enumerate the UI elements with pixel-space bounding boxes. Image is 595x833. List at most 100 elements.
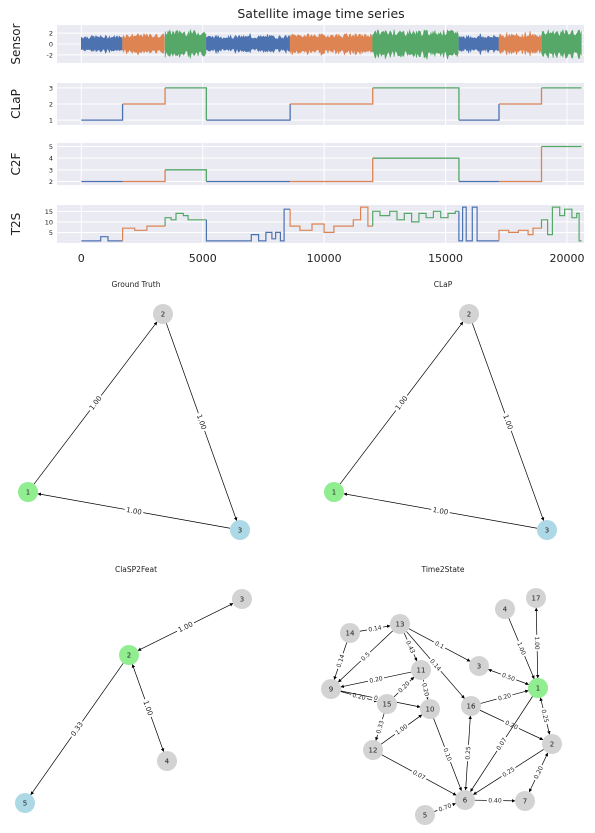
state-node-circle (515, 791, 535, 811)
state-node-label: 1 (332, 489, 336, 497)
state-node-17: 17 (526, 588, 546, 608)
graph-title: Ground Truth (112, 280, 161, 289)
edge-label-bg (486, 796, 504, 804)
edge-weight-text: 0.20 (420, 682, 430, 697)
state-node-circle (526, 588, 546, 608)
edge-weight-text: 1.00 (141, 699, 154, 716)
edge-label-bg (427, 656, 445, 674)
state-node-circle (157, 751, 177, 771)
edge-label-bg (420, 680, 432, 699)
edge-weight-label: 0.07 (410, 767, 429, 782)
edges: 1.00 1.00 1.00 (33, 321, 238, 529)
state-node-label: 15 (383, 701, 392, 709)
edge-weight-text: 0.1 (433, 640, 445, 651)
segment-step (499, 146, 543, 183)
edge-weight-label: 1.00 (391, 392, 410, 413)
y-tick-label: 15 (45, 208, 53, 216)
panel-sensor: 2 0 -2 Sensor (9, 23, 584, 65)
y-tick-label: 4 (49, 155, 53, 163)
edge-weight-label: 0.20 (367, 673, 385, 685)
edge-label-bg (493, 734, 509, 753)
edge-label-bg (174, 618, 196, 635)
state-node-3: 3 (469, 656, 489, 676)
edge-label-bg (495, 690, 514, 703)
state-node-circle (461, 696, 481, 716)
state-node-circle (377, 694, 397, 714)
state-node-label: 2 (467, 311, 471, 319)
edge-label-bg (395, 678, 412, 695)
edge-weight-label: 0.50 (499, 670, 518, 683)
state-node-3: 3 (232, 589, 252, 609)
edge-weight-text: 0.20 (352, 692, 367, 702)
figure-title: Satellite image time series (237, 6, 404, 21)
edge-label-bg (463, 744, 472, 762)
state-node-circle (455, 790, 475, 810)
state-series (81, 236, 123, 242)
nodes: 1 2 3 (324, 304, 557, 540)
y-axis-label: Sensor (9, 23, 23, 64)
state-node-circle (528, 678, 548, 698)
state-node-circle (537, 520, 557, 540)
state-node-label: 4 (503, 606, 508, 614)
graph-title: CLaP (434, 280, 453, 289)
sensor-signal-segment (81, 34, 123, 54)
edge-weight-label: 0.43 (404, 637, 418, 656)
state-series (289, 206, 373, 233)
state-node-label: 17 (532, 595, 541, 603)
edge-weight-text: 1.00 (515, 641, 527, 656)
state-series (458, 206, 499, 242)
edge-weight-text: 0.25 (540, 709, 550, 724)
state-node-label: 3 (477, 663, 481, 671)
state-node-label: 9 (329, 686, 333, 694)
x-tick-label: 10000 (307, 252, 342, 265)
state-series (205, 208, 291, 242)
state-node-circle (495, 599, 515, 619)
segment-step (122, 169, 166, 183)
edge-label-bg (350, 690, 369, 702)
y-tick-label: 1 (49, 117, 53, 125)
state-transition-graphs: Ground Truth1.001.001.00123CLaP1.001.001… (15, 280, 562, 825)
edge-label-bg (502, 717, 521, 732)
edges: 1.00 1.00 0.33 (30, 603, 234, 796)
edge-weight-label: 0.5 (357, 649, 373, 664)
edge-label-bg (501, 411, 516, 433)
sensor-signal-segment (164, 28, 207, 59)
edge-weight-label: 0.10 (441, 745, 455, 764)
edge-weight-text: 0.20 (369, 675, 384, 685)
edge-label-bg (366, 622, 384, 633)
edge-weight-text: 0.20 (497, 692, 512, 702)
edge-weight-label: 1.00 (174, 618, 196, 635)
x-tick-label: 5000 (189, 252, 217, 265)
graph-clap: CLaP 1.00 1.00 1.00 1 2 3 (324, 280, 557, 540)
state-node-5: 5 (15, 793, 35, 813)
edge-weight-text: 1.00 (177, 620, 195, 634)
state-node-2: 2 (459, 304, 479, 324)
state-node-label: 3 (545, 527, 549, 535)
edge-weight-label: 1.00 (124, 504, 145, 517)
state-node-12: 12 (363, 740, 383, 760)
edge-label-bg (540, 707, 552, 725)
edge-label-bg (499, 670, 518, 683)
edge-label-bg (435, 800, 454, 814)
segment-step (165, 169, 208, 182)
state-node-label: 7 (523, 798, 527, 806)
edge-label-bg (430, 504, 451, 517)
edge-label-bg (141, 697, 156, 719)
state-series (372, 210, 459, 227)
edge-label-bg (531, 763, 545, 782)
segment-step (458, 104, 500, 121)
edge-label-bg (333, 651, 346, 670)
edge-weight-label: 0.70 (435, 800, 454, 814)
edge-weight-text: 0.50 (501, 672, 516, 683)
edge-label-bg (499, 764, 518, 779)
state-node-4: 4 (495, 599, 515, 619)
y-axis-label: T2S (9, 213, 23, 237)
plot-area (57, 143, 584, 185)
state-node-circle (542, 734, 562, 754)
segment-step (499, 87, 543, 105)
edge-weight-text: 0.14 (335, 654, 346, 669)
sensor-signal-segment (122, 32, 165, 56)
segment-step (122, 87, 166, 105)
panel-clap: 3 2 1 CLaP (9, 83, 584, 125)
